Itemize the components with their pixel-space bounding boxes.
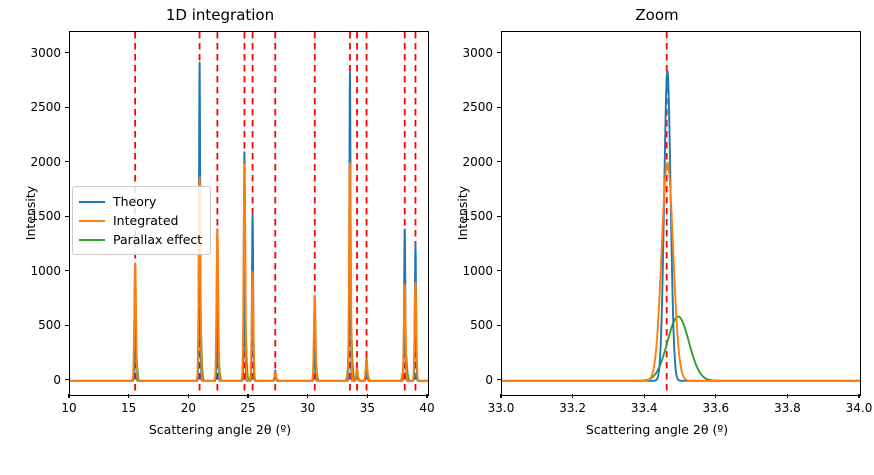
x-axis-label-left: Scattering angle 2θ (º) [148,422,292,437]
y-tick-label: 1500 [30,209,61,224]
y-tick-mark [497,106,501,108]
plot-curves-right [502,32,860,395]
legend-entry-parallax: Parallax effect [79,230,202,249]
y-tick-label: 2000 [462,154,493,169]
x-tick-label: 33.8 [774,401,801,415]
y-tick-mark [65,270,69,272]
y-tick-label: 2500 [462,100,493,115]
x-tick-label: 35 [359,401,375,415]
y-tick-label: 500 [38,318,61,333]
x-tick-label: 20 [180,401,196,415]
y-tick-mark [497,270,501,272]
series-line [70,312,428,382]
y-tick-mark [497,215,501,217]
x-tick-label: 15 [121,401,137,415]
x-tick-label: 40 [419,401,435,415]
legend: Theory Integrated Parallax effect [72,186,212,255]
y-tick-label: 0 [485,372,493,387]
y-tick-mark [65,161,69,163]
y-tick-label: 3000 [462,45,493,60]
y-tick-label: 0 [53,372,61,387]
y-tick-mark [497,161,501,163]
x-tick-mark [68,394,70,398]
y-tick-mark [65,379,69,381]
y-tick-mark [497,379,501,381]
x-tick-label: 33.2 [559,401,586,415]
panel-title-left: 1D integration [165,6,275,24]
y-tick-label: 1500 [462,209,493,224]
y-tick-mark [65,52,69,54]
y-tick-mark [497,52,501,54]
x-tick-mark [128,394,130,398]
x-axis-label-right: Scattering angle 2θ (º) [585,422,729,437]
legend-label-theory: Theory [113,194,157,209]
legend-entry-integrated: Integrated [79,211,202,230]
x-tick-label: 25 [240,401,256,415]
y-tick-label: 500 [470,318,493,333]
y-tick-mark [497,324,501,326]
plot-curves-left [70,32,428,395]
series-line [502,161,860,382]
x-tick-mark [247,394,249,398]
x-tick-mark [366,394,368,398]
panel-title-right: Zoom [635,6,679,24]
x-tick-mark [187,394,189,398]
x-tick-label: 34.0 [845,401,873,415]
y-tick-label: 2000 [30,154,61,169]
x-tick-label: 10 [61,401,77,415]
x-tick-mark [858,394,860,398]
x-tick-mark [426,394,428,398]
x-tick-label: 30 [300,401,316,415]
panel-1d-integration: 1D integration Theory Integrated Paralla… [23,6,435,437]
x-tick-mark [643,394,645,398]
y-tick-label: 2500 [30,100,61,115]
x-tick-mark [500,394,502,398]
legend-entry-theory: Theory [79,192,202,211]
y-tick-mark [65,106,69,108]
legend-label-integrated: Integrated [113,213,179,228]
x-tick-mark [572,394,574,398]
series-line [502,70,860,382]
x-tick-label: 33.6 [702,401,730,415]
y-tick-label: 3000 [30,45,61,60]
y-tick-label: 1000 [30,263,61,278]
y-tick-mark [65,215,69,217]
x-tick-mark [715,394,717,398]
x-tick-mark [786,394,788,398]
plot-area-right [501,31,861,396]
x-tick-label: 33.4 [630,401,658,415]
legend-swatch-theory [79,200,105,203]
panel-zoom: Zoom Scattering angle 2θ (º) Intensity 3… [440,0,874,475]
legend-swatch-parallax [79,238,105,241]
legend-label-parallax: Parallax effect [113,232,203,247]
series-line [70,162,428,382]
legend-swatch-integrated [79,219,105,222]
x-tick-mark [307,394,309,398]
y-tick-mark [65,324,69,326]
y-tick-label: 1000 [462,263,493,278]
x-tick-label: 33.0 [487,401,515,415]
